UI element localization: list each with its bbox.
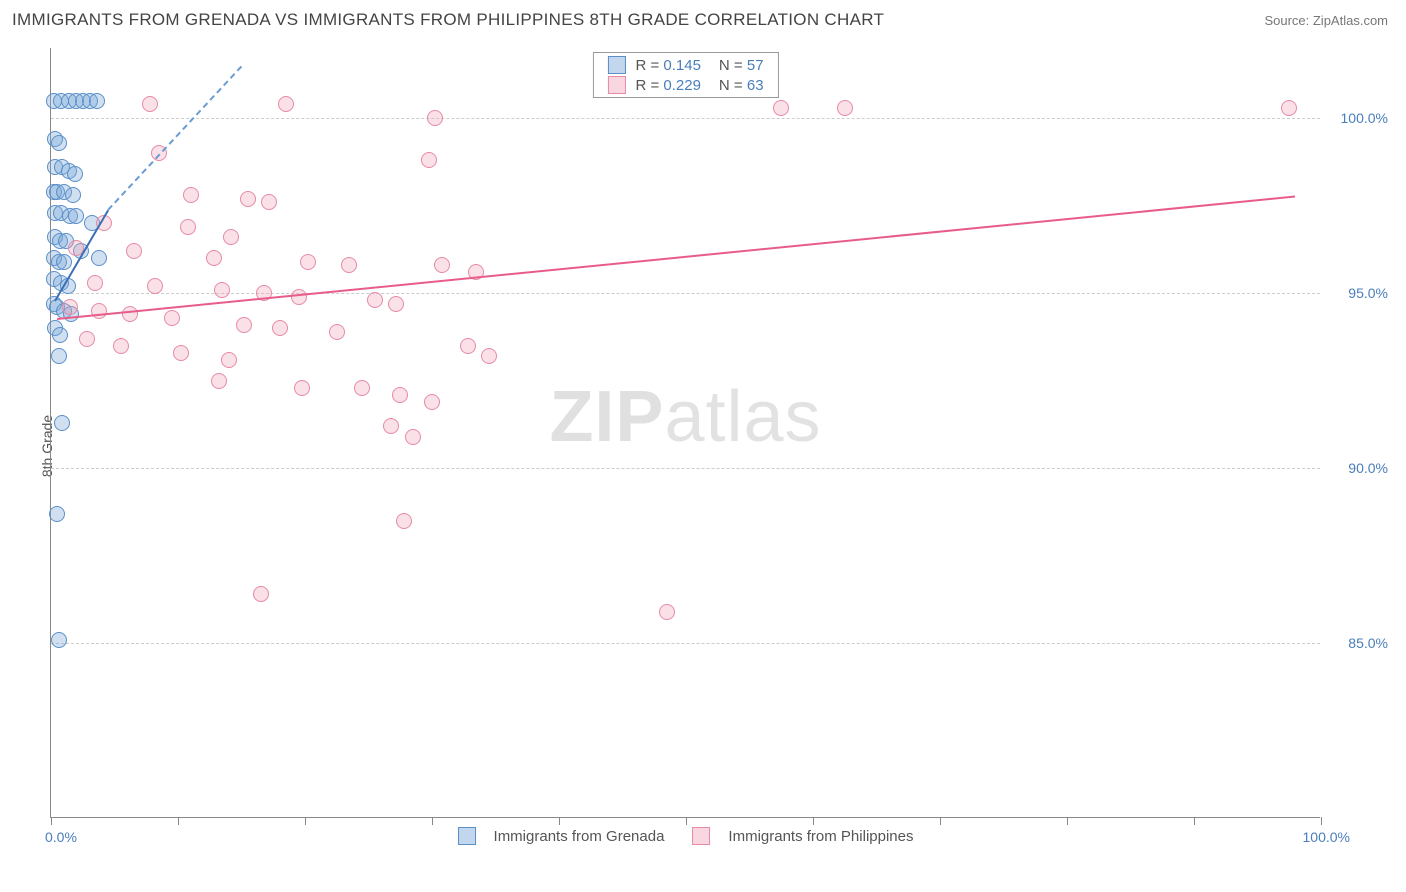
data-point [65, 187, 81, 203]
data-point [214, 282, 230, 298]
data-point [87, 275, 103, 291]
data-point [54, 415, 70, 431]
data-point [659, 604, 675, 620]
data-point [206, 250, 222, 266]
x-axis-min-label: 0.0% [45, 829, 77, 845]
legend-swatch-blue [607, 56, 625, 74]
data-point [122, 306, 138, 322]
data-point [52, 327, 68, 343]
data-point [62, 299, 78, 315]
data-point [221, 352, 237, 368]
data-point [329, 324, 345, 340]
y-tick-label: 90.0% [1348, 460, 1388, 476]
data-point [773, 100, 789, 116]
data-point [253, 586, 269, 602]
trend-line [57, 195, 1295, 319]
y-tick-label: 100.0% [1341, 110, 1388, 126]
data-point [51, 348, 67, 364]
data-point [392, 387, 408, 403]
data-point [183, 187, 199, 203]
y-tick-label: 95.0% [1348, 285, 1388, 301]
chart-header: IMMIGRANTS FROM GRENADA VS IMMIGRANTS FR… [0, 0, 1406, 36]
legend-item-philippines: Immigrants from Philippines [692, 827, 913, 845]
gridline [51, 468, 1320, 469]
y-tick-label: 85.0% [1348, 635, 1388, 651]
data-point [147, 278, 163, 294]
series-legend: Immigrants from Grenada Immigrants from … [458, 827, 914, 845]
data-point [272, 320, 288, 336]
legend-row-philippines: R = 0.229N = 63 [593, 75, 777, 95]
correlation-legend: R = 0.145N = 57 R = 0.229N = 63 [592, 52, 778, 98]
data-point [388, 296, 404, 312]
data-point [51, 135, 67, 151]
data-point [211, 373, 227, 389]
trend-line [107, 66, 242, 211]
chart-title: IMMIGRANTS FROM GRENADA VS IMMIGRANTS FR… [12, 10, 884, 30]
x-tick [305, 817, 306, 825]
data-point [223, 229, 239, 245]
legend-row-grenada: R = 0.145N = 57 [593, 55, 777, 75]
data-point [240, 191, 256, 207]
data-point [294, 380, 310, 396]
legend-item-grenada: Immigrants from Grenada [458, 827, 665, 845]
gridline [51, 293, 1320, 294]
x-tick [940, 817, 941, 825]
data-point [68, 208, 84, 224]
data-point [421, 152, 437, 168]
data-point [56, 254, 72, 270]
data-point [481, 348, 497, 364]
data-point [67, 166, 83, 182]
x-axis-max-label: 100.0% [1303, 829, 1350, 845]
x-tick [686, 817, 687, 825]
x-tick [51, 817, 52, 825]
legend-swatch-pink-icon [692, 827, 710, 845]
data-point [142, 96, 158, 112]
data-point [51, 632, 67, 648]
plot-wrapper: 8th Grade ZIPatlas R = 0.145N = 57 R = 0… [50, 48, 1390, 843]
data-point [261, 194, 277, 210]
data-point [91, 250, 107, 266]
x-tick [813, 817, 814, 825]
source-label: Source: ZipAtlas.com [1264, 13, 1388, 28]
data-point [405, 429, 421, 445]
data-point [354, 380, 370, 396]
data-point [113, 338, 129, 354]
watermark: ZIPatlas [549, 376, 821, 458]
data-point [126, 243, 142, 259]
data-point [434, 257, 450, 273]
data-point [396, 513, 412, 529]
plot-area: ZIPatlas R = 0.145N = 57 R = 0.229N = 63… [50, 48, 1320, 818]
data-point [173, 345, 189, 361]
x-tick [1194, 817, 1195, 825]
x-tick [432, 817, 433, 825]
data-point [383, 418, 399, 434]
x-tick [1067, 817, 1068, 825]
data-point [1281, 100, 1297, 116]
data-point [300, 254, 316, 270]
legend-swatch-blue-icon [458, 827, 476, 845]
legend-swatch-pink [607, 76, 625, 94]
gridline [51, 118, 1320, 119]
data-point [236, 317, 252, 333]
data-point [367, 292, 383, 308]
data-point [424, 394, 440, 410]
data-point [341, 257, 357, 273]
data-point [837, 100, 853, 116]
data-point [460, 338, 476, 354]
x-tick [178, 817, 179, 825]
x-tick [1321, 817, 1322, 825]
data-point [49, 506, 65, 522]
data-point [79, 331, 95, 347]
data-point [164, 310, 180, 326]
data-point [180, 219, 196, 235]
gridline [51, 643, 1320, 644]
data-point [89, 93, 105, 109]
x-tick [559, 817, 560, 825]
data-point [427, 110, 443, 126]
data-point [278, 96, 294, 112]
